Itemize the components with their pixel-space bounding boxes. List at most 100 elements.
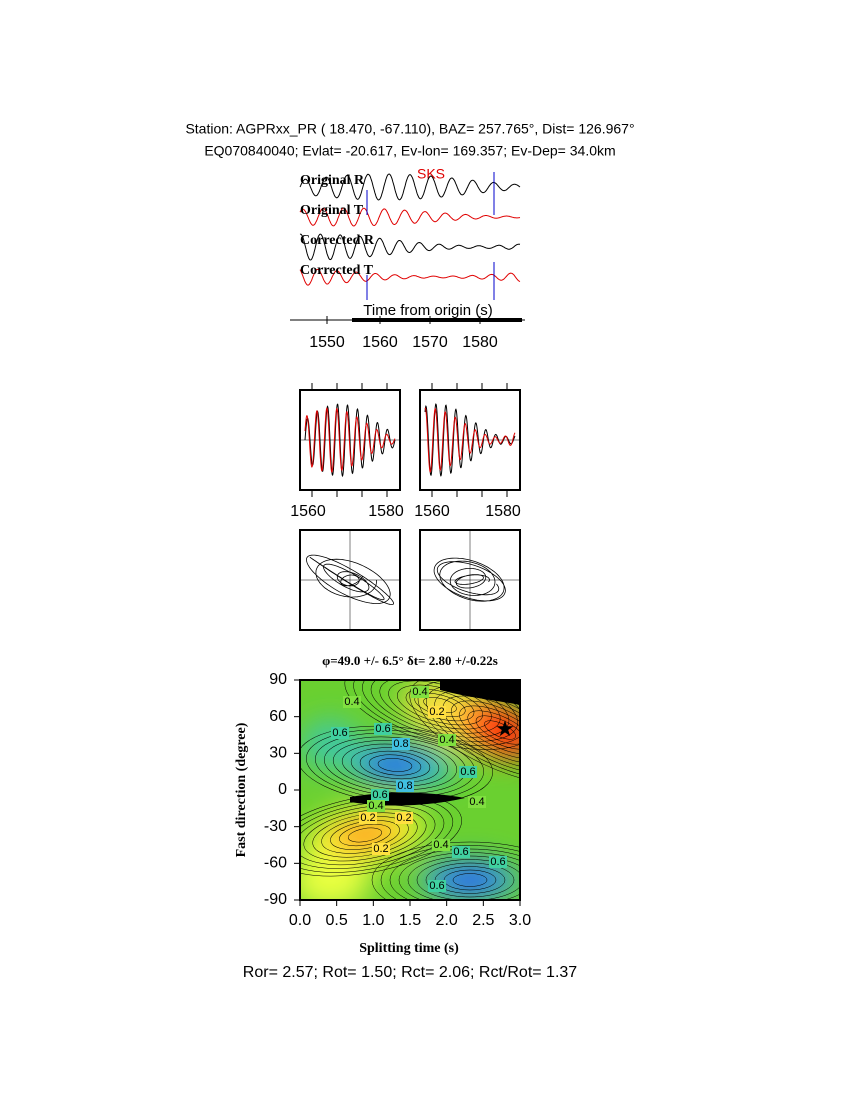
contour-line [475,715,520,745]
map-title: φ=49.0 +/- 6.5° δt= 2.80 +/-0.22s [322,653,498,668]
x-tick-label: 1.0 [362,912,384,929]
x-tick-label: 0.0 [289,912,311,929]
frame [299,389,401,491]
contour-label-box [372,843,390,855]
x-tick-label: 1550 [309,334,345,351]
contour-line [300,797,454,873]
y-tick-label: -90 [264,891,287,908]
contour-line [377,758,413,772]
frame [299,529,401,631]
contour-line [380,845,520,900]
axis-label: Time from origin (s) [363,302,492,319]
contour-label-box [367,800,385,812]
contour-line [467,710,520,750]
contour-label: 0.4 [344,696,359,708]
contour-label-box [428,706,446,718]
header-line: Station: AGPRxx_PR ( 18.470, -67.110), B… [185,121,634,137]
contour-label-box [331,727,349,739]
contour-label: 0.8 [393,738,408,750]
x-tick-label: 2.0 [436,912,458,929]
contour-line [379,680,501,734]
contour-label-box [432,839,450,851]
frame [419,529,521,631]
contour-line [359,750,431,780]
contour-label: 0.6 [460,766,475,778]
trajectory [433,557,506,602]
x-tick-label: 0.5 [326,912,348,929]
contour-line [370,680,510,738]
contour-label-box [428,880,446,892]
contour-label-box [489,856,507,868]
misfit-map [300,680,520,900]
contour-line [371,841,520,900]
contour-label: 0.6 [375,723,390,735]
contour-line [300,801,445,869]
waveform [299,173,521,201]
contour-label: 0.2 [396,812,411,824]
x-tick-label: 1580 [462,334,498,351]
particle-motion [300,530,400,630]
x-tick-label: 2.5 [472,912,494,929]
trace-label: Original T [300,203,364,218]
x-tick-label: 1580 [368,503,404,520]
best-fit-star: ★ [495,716,515,741]
contour-line [405,688,475,722]
contour-label: 0.6 [453,846,468,858]
x-tick-label: 1580 [485,503,521,520]
contour-line [425,862,515,898]
contour-label-box [359,812,377,824]
y-axis-label: Fast direction (degree) [234,722,249,857]
contour-line [300,804,436,866]
x-tick-label: 1560 [290,503,326,520]
footer: Ror= 2.57; Rot= 1.50; Rct= 2.06; Rct/Rot… [243,964,578,981]
contour-line [339,823,391,847]
contour-label-box [374,723,392,735]
contour-label-box [343,696,361,708]
trace-label: Original R [300,173,365,188]
phase-label: SKS [417,166,445,182]
contour-label: 0.4 [439,734,454,746]
contour-label-box [438,734,456,746]
contour-line [442,695,520,765]
y-tick-label: 0 [278,781,287,798]
contour-label: 0.8 [397,780,412,792]
contour-line [388,680,492,730]
y-tick-label: 60 [269,708,287,725]
waveform [299,207,521,227]
contour-label: 0.4 [368,800,383,812]
x-tick-label: 1560 [414,503,450,520]
frame [419,389,521,491]
x-tick-label: 1560 [362,334,398,351]
x-tick-label: 1570 [412,334,448,351]
contour-label: 0.6 [332,727,347,739]
contour-label-box [459,766,477,778]
contour-label: 0.4 [469,796,484,808]
contour-line [484,720,516,740]
contour-line [434,690,520,770]
trace-label: Corrected T [300,263,374,278]
trajectory [305,554,395,605]
contour-label-box [395,812,413,824]
contour-line [397,684,483,726]
contour-line [450,700,520,760]
header-line: EQ070840040; Evlat= -20.617, Ev-lon= 169… [204,143,615,159]
waveform [424,407,516,473]
waveform [304,403,396,478]
window-plot [420,403,520,477]
contour-label: 0.4 [433,839,448,851]
contour-line [347,827,383,843]
contour-label: 0.2 [373,843,388,855]
contour-label-box [468,796,486,808]
waveform [299,233,521,261]
contour-label: 0.6 [372,789,387,801]
y-tick-label: -60 [264,855,287,872]
contour-label-box [371,789,389,801]
contour-line [362,680,518,742]
x-tick-label: 1.5 [399,912,421,929]
contour-label-box [396,780,414,792]
waveform [299,268,521,286]
y-tick-label: 30 [269,745,287,762]
contour-label: 0.6 [490,856,505,868]
y-tick-label: 90 [269,671,287,688]
